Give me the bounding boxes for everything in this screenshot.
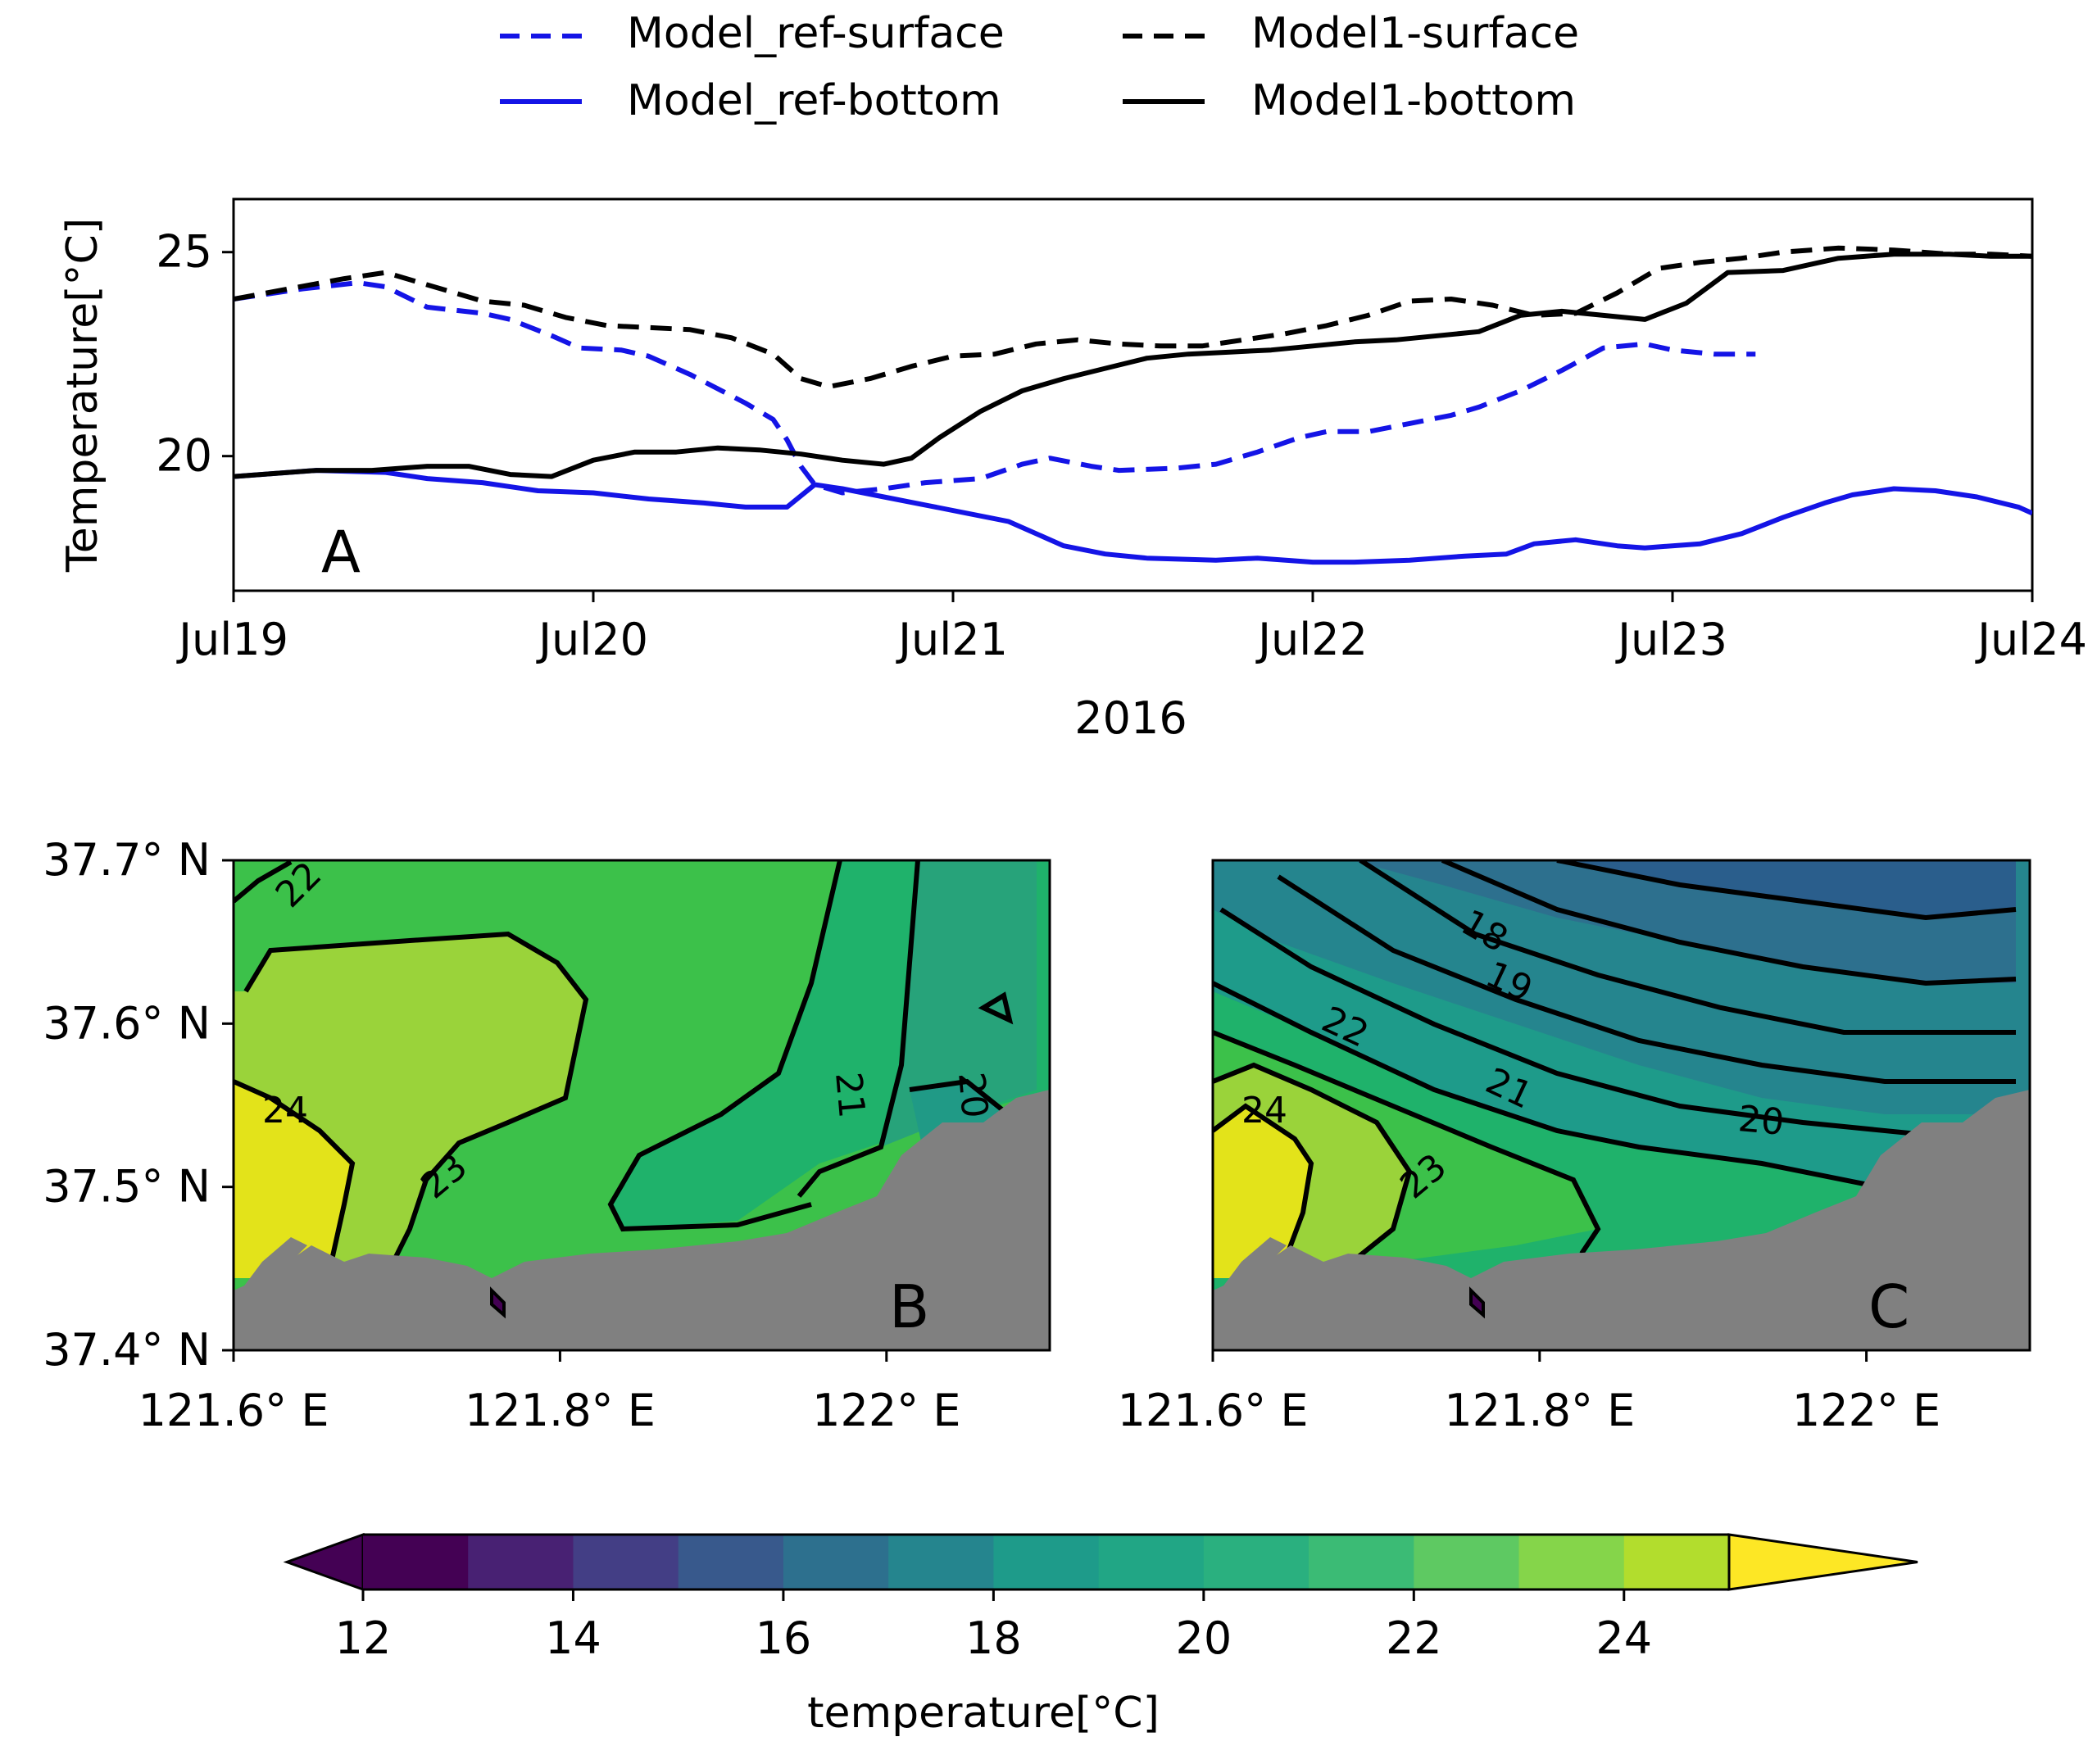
colorbar-bin xyxy=(363,1535,470,1589)
colorbar-tick-label: 22 xyxy=(1386,1612,1442,1664)
panel-a-letter: A xyxy=(321,519,361,586)
colorbar-tick-label: 20 xyxy=(1175,1612,1232,1664)
panel-a-frame xyxy=(232,197,2034,592)
colorbar-bin xyxy=(1309,1535,1415,1589)
contour-label: 20 xyxy=(950,1071,996,1120)
contour-label: 24 xyxy=(262,1090,308,1131)
colorbar-tick-label: 18 xyxy=(965,1612,1022,1664)
panel-c-frame xyxy=(1211,859,2031,1352)
x-tick-label: Jul20 xyxy=(536,614,648,665)
map-x-tick-label: 121.8° E xyxy=(1444,1385,1635,1436)
series-line-model-ref-surface xyxy=(234,280,1756,496)
colorbar-bin xyxy=(1203,1535,1310,1589)
map-x-tick-label: 121.6° E xyxy=(1118,1385,1309,1436)
colorbar-extend-max xyxy=(1727,1533,1918,1591)
legend: Model_ref-surface Model_ref-bottom Model… xyxy=(500,9,1579,125)
x-tick-label: Jul21 xyxy=(896,614,1008,665)
colorbar-bin xyxy=(573,1535,679,1589)
panel-c-letter: C xyxy=(1868,1272,1909,1341)
panel-a-ylabel: Temperature[°C] xyxy=(58,218,107,573)
panel-a-xlabel: 2016 xyxy=(1074,692,1187,744)
panel-a: Jul19 Jul20 Jul21 Jul22 Jul23 Jul24 20 25 Temp… xyxy=(58,197,2087,744)
colorbar-tick-label: 14 xyxy=(545,1612,601,1664)
colorbar-tick-label: 12 xyxy=(335,1612,392,1664)
series-line-model1-surface xyxy=(234,245,2032,389)
colorbar-tick-label: 24 xyxy=(1595,1612,1652,1664)
colorbar-bin xyxy=(1518,1535,1625,1589)
map-y-tick-label: 37.6° N xyxy=(43,997,211,1049)
map-x-tick-label: 121.8° E xyxy=(465,1385,656,1436)
panel-b-frame xyxy=(232,859,1051,1352)
contour-label: 20 xyxy=(1736,1098,1786,1144)
colorbar-bin xyxy=(993,1535,1100,1589)
colorbar-bin xyxy=(888,1535,995,1589)
series-line-model-ref-bottom xyxy=(234,468,2032,565)
colorbar: 12 14 16 18 20 22 24 temperature[°C] xyxy=(283,1532,1918,1738)
legend-label-model-ref-surface: Model_ref-surface xyxy=(627,9,1005,58)
colorbar-bin xyxy=(783,1535,890,1589)
colorbar-bin xyxy=(678,1535,784,1589)
colorbar-label: temperature[°C] xyxy=(807,1689,1160,1738)
x-tick-label: Jul22 xyxy=(1255,614,1368,665)
colorbar-frame xyxy=(363,1533,1729,1591)
x-tick-label: Jul19 xyxy=(176,614,288,665)
map-x-tick-label: 122° E xyxy=(1792,1385,1940,1436)
legend-label-model1-bottom: Model1-bottom xyxy=(1251,76,1576,125)
colorbar-bin xyxy=(1098,1535,1205,1589)
colorbar-bin xyxy=(1623,1535,1730,1589)
map-x-tick-label: 122° E xyxy=(812,1385,960,1436)
panel-b: 22 24 23 21 20 B 121.6° E 121.8° E 122° E … xyxy=(43,834,1051,1436)
colorbar-bin xyxy=(1414,1535,1520,1589)
colorbar-bin xyxy=(468,1535,574,1589)
map-y-tick-label: 37.5° N xyxy=(43,1161,211,1213)
panel-b-letter: B xyxy=(889,1272,929,1341)
contour-label: 24 xyxy=(1241,1090,1287,1131)
series-line-model1-bottom xyxy=(234,252,2032,479)
legend-label-model-ref-bottom: Model_ref-bottom xyxy=(627,76,1001,125)
contour-label: 21 xyxy=(827,1071,873,1120)
x-tick-label: Jul23 xyxy=(1615,614,1727,665)
map-x-tick-label: 121.6° E xyxy=(138,1385,329,1436)
colorbar-extend-min xyxy=(283,1532,365,1592)
x-tick-label: Jul24 xyxy=(1975,614,2087,665)
map-y-tick-label: 37.7° N xyxy=(43,834,211,886)
y-tick-label: 20 xyxy=(156,430,212,482)
colorbar-tick-label: 16 xyxy=(756,1612,812,1664)
map-y-tick-label: 37.4° N xyxy=(43,1324,211,1376)
y-tick-label: 25 xyxy=(156,226,212,278)
legend-label-model1-surface: Model1-surface xyxy=(1251,9,1579,58)
